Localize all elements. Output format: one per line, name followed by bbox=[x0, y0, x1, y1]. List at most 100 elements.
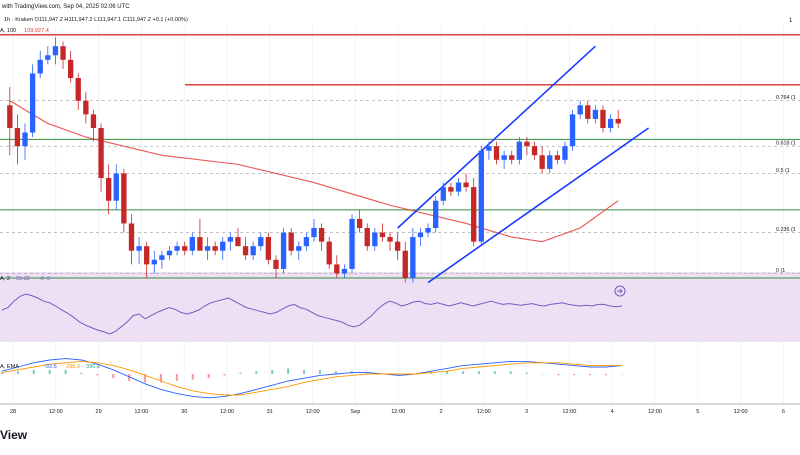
candle-body bbox=[235, 237, 241, 247]
candle-body bbox=[204, 246, 211, 251]
candle-body bbox=[136, 246, 142, 251]
candle-body bbox=[600, 109, 606, 128]
candle-body bbox=[562, 146, 568, 160]
ma-legend-value: 109,927.4 bbox=[24, 28, 49, 34]
fib-level-label: 0.618 (1 bbox=[776, 141, 796, 147]
candle-body bbox=[440, 187, 446, 201]
published-line: with TradingView.com, Sep 04, 2025 02:06… bbox=[1, 4, 130, 10]
macd-histogram-bar bbox=[112, 374, 115, 379]
candle-body bbox=[220, 241, 226, 251]
x-tick-label: 12:00 bbox=[477, 409, 491, 415]
candle-body bbox=[75, 78, 81, 101]
candle-body bbox=[174, 246, 180, 251]
macd-legend-value-2: 298.9 bbox=[66, 364, 80, 370]
macd-histogram-bar bbox=[398, 374, 401, 376]
candle-body bbox=[372, 232, 378, 247]
candle-body bbox=[493, 146, 500, 160]
x-tick-label: 2 bbox=[439, 409, 442, 415]
x-tick-label: 12:00 bbox=[306, 409, 320, 415]
candle-body bbox=[288, 232, 294, 251]
x-tick-label: 12:00 bbox=[734, 409, 748, 415]
candle-body bbox=[197, 237, 203, 251]
macd-histogram-bar bbox=[32, 369, 35, 374]
macd-signal-line bbox=[1, 360, 622, 396]
x-tick-label: 30 bbox=[181, 409, 187, 415]
candle-body bbox=[402, 250, 408, 278]
rsi-band bbox=[0, 272, 800, 342]
candle-body bbox=[227, 237, 234, 242]
candle-body bbox=[67, 59, 74, 78]
candle-body bbox=[45, 55, 51, 60]
rsi-line bbox=[1, 293, 623, 335]
ma-legend-label: A, 100 bbox=[0, 28, 16, 34]
candle-body bbox=[379, 232, 386, 238]
candle-body bbox=[212, 246, 218, 251]
candle-body bbox=[296, 246, 302, 251]
candle-body bbox=[425, 228, 431, 233]
goto-realtime-icon[interactable] bbox=[614, 285, 626, 297]
candle-body bbox=[356, 218, 363, 228]
candle-body bbox=[83, 100, 89, 115]
candle-body bbox=[387, 237, 393, 242]
x-tick-label: 12:00 bbox=[134, 409, 148, 415]
candle-body bbox=[394, 241, 401, 251]
tradingview-brand: View bbox=[0, 428, 28, 442]
candle-body bbox=[159, 255, 165, 260]
macd-histogram-bar bbox=[80, 372, 83, 374]
x-tick-label: 12:00 bbox=[562, 409, 576, 415]
candle-body bbox=[182, 246, 188, 251]
price-axis-top-label: 1 bbox=[789, 18, 793, 24]
macd-histogram-bar bbox=[271, 369, 274, 374]
macd-histogram-bar bbox=[493, 371, 496, 374]
macd-histogram-bar bbox=[128, 374, 131, 381]
macd-histogram-bar bbox=[175, 374, 178, 381]
candle-body bbox=[98, 128, 104, 178]
moving-average-line bbox=[9, 100, 619, 243]
macd-histogram-bar bbox=[255, 371, 258, 374]
candle-body bbox=[166, 250, 173, 256]
channel-upper-line bbox=[397, 45, 596, 229]
candle-body bbox=[106, 178, 112, 201]
macd-histogram-bar bbox=[573, 374, 576, 376]
macd-histogram-bar bbox=[1, 372, 3, 374]
macd-histogram-bar bbox=[430, 372, 433, 374]
candle-body bbox=[22, 132, 28, 147]
macd-histogram-bar bbox=[207, 374, 210, 379]
candle-body bbox=[524, 141, 530, 147]
macd-histogram-bar bbox=[16, 371, 19, 374]
candle-body bbox=[7, 105, 13, 128]
candle-body bbox=[265, 237, 272, 260]
macd-histogram-bar bbox=[303, 369, 306, 374]
candle-body bbox=[326, 241, 332, 265]
candle-body bbox=[113, 173, 119, 201]
x-tick-label: 28 bbox=[10, 409, 16, 415]
macd-histogram-bar bbox=[239, 372, 242, 374]
macd-line bbox=[1, 358, 623, 399]
candle-body bbox=[341, 268, 348, 274]
candle-body bbox=[303, 237, 310, 247]
rsi-legend-dots: ⊙ ⊙ bbox=[40, 276, 51, 282]
macd-histogram-bar bbox=[48, 369, 51, 374]
candle-body bbox=[37, 59, 43, 74]
candle-body bbox=[29, 73, 36, 133]
candle-body bbox=[128, 223, 135, 251]
macd-histogram-bar bbox=[191, 374, 194, 380]
candle-body bbox=[121, 173, 127, 224]
macd-legend-value-3: 390.8 bbox=[86, 364, 100, 370]
candle-body bbox=[585, 105, 591, 119]
candle-body bbox=[569, 114, 576, 147]
fib-level-label: 0.5 (1 bbox=[776, 168, 790, 174]
macd-histogram-bar bbox=[462, 371, 465, 374]
macd-histogram-bar bbox=[96, 374, 99, 376]
macd-histogram-bar bbox=[366, 372, 369, 374]
rsi-legend-label: A, 2 bbox=[0, 276, 10, 282]
candle-body bbox=[318, 228, 325, 242]
macd-histogram-bar bbox=[318, 369, 321, 374]
candle-body bbox=[90, 114, 97, 128]
symbol-line: 1h · Kraken O111,947.2 H111,947.2 L111,9… bbox=[4, 17, 188, 23]
macd-histogram-bar bbox=[64, 369, 67, 374]
x-tick-label: 4 bbox=[611, 409, 614, 415]
macd-histogram-bar bbox=[589, 374, 592, 376]
